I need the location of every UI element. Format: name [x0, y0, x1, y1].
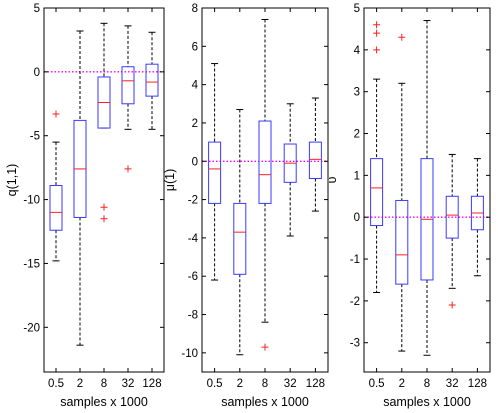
- y-tick-label: -4: [188, 233, 199, 245]
- box-8: [420, 20, 434, 356]
- y-tick-label: 3: [354, 87, 360, 99]
- x-tick-label: 128: [306, 378, 325, 390]
- y-tick-label: 5: [354, 3, 360, 15]
- iqr-box: [208, 141, 222, 204]
- x-tick-label: 32: [284, 378, 297, 390]
- y-tick-label: -1: [350, 254, 360, 266]
- iqr-box: [445, 195, 459, 239]
- outlier-marker: [398, 33, 406, 41]
- y-tick-label: 1: [354, 170, 360, 182]
- outlier-marker: [261, 343, 269, 351]
- box-2: [395, 33, 409, 352]
- y-tick-label: -8: [188, 310, 198, 322]
- y-axis-label: υ: [325, 176, 339, 183]
- x-axis-label: samples x 1000: [221, 395, 309, 409]
- y-tick-label: -3: [350, 338, 360, 350]
- x-tick-label: 32: [122, 378, 135, 390]
- y-tick-label: -15: [23, 258, 40, 270]
- y-tick-label: 0: [192, 156, 198, 168]
- iqr-box: [308, 141, 322, 180]
- y-tick-label: -10: [181, 348, 198, 360]
- x-tick-label: 2: [237, 378, 243, 390]
- y-axis-label: μ(1): [163, 169, 177, 191]
- outlier-marker: [448, 301, 456, 309]
- iqr-box: [121, 66, 135, 105]
- y-axis-label: q(1,1): [5, 164, 19, 197]
- iqr-box: [145, 63, 159, 97]
- box-128: [145, 31, 159, 130]
- x-tick-label: 8: [262, 378, 268, 390]
- panel-q11: 5 0 -5 -10 -15 -20 0.5 2 8 32 128 samples x 1000 q(1…: [5, 3, 165, 409]
- x-axis-label: samples x 1000: [383, 395, 471, 409]
- y-tick-label: -5: [30, 131, 40, 143]
- x-tick-label: 128: [468, 378, 487, 390]
- box-2: [233, 109, 247, 356]
- box-0.5: [370, 21, 384, 294]
- y-tick-label: -10: [23, 195, 40, 207]
- box-0.5: [49, 110, 63, 262]
- y-tick-label: 2: [192, 118, 198, 130]
- box-128: [470, 158, 484, 277]
- x-tick-label: 0.5: [48, 378, 64, 390]
- x-tick-label: 8: [424, 378, 430, 390]
- outlier-marker: [52, 110, 60, 118]
- box-32: [283, 103, 297, 237]
- x-tick-label: 0.5: [207, 378, 223, 390]
- iqr-box: [49, 185, 63, 231]
- outlier-marker: [373, 21, 381, 29]
- y-tick-label: -2: [188, 195, 198, 207]
- x-tick-label: 2: [77, 378, 83, 390]
- x-tick-label: 0.5: [369, 378, 385, 390]
- y-tick-label: 0: [34, 67, 40, 79]
- box-128: [308, 97, 322, 212]
- outlier-marker: [373, 29, 381, 37]
- x-tick-label: 8: [101, 378, 107, 390]
- box-2: [73, 30, 87, 346]
- x-tick-label: 128: [142, 378, 161, 390]
- iqr-box: [370, 158, 384, 227]
- box-8: [97, 22, 111, 223]
- panel-mu1: 8 6 4 2 0 -2 -4 -6 -8 -10 0.5 2 8 32 128 samples x 1000…: [163, 3, 329, 409]
- y-tick-label: -6: [188, 271, 198, 283]
- x-tick-label: 2: [399, 378, 405, 390]
- y-tick-label: -20: [23, 322, 40, 334]
- box-0.5: [208, 63, 222, 281]
- x-tick-label: 32: [446, 378, 459, 390]
- y-tick-label: 6: [192, 41, 198, 53]
- y-tick-label: 4: [192, 80, 199, 92]
- y-tick-label: 5: [34, 3, 40, 15]
- y-tick-label: 2: [354, 129, 360, 141]
- box-8: [258, 18, 272, 351]
- y-tick-label: -2: [350, 296, 360, 308]
- iqr-box: [395, 199, 409, 285]
- box-32: [445, 153, 459, 309]
- outlier-marker: [100, 215, 108, 223]
- iqr-box: [258, 120, 272, 204]
- x-axis-label: samples x 1000: [60, 395, 148, 409]
- y-tick-label: 0: [354, 212, 360, 224]
- box-32: [121, 25, 135, 173]
- iqr-box: [233, 202, 247, 275]
- y-tick-label: 4: [354, 45, 361, 57]
- outlier-marker: [100, 203, 108, 211]
- y-tick-label: 8: [192, 3, 198, 15]
- outlier-marker: [373, 46, 381, 54]
- outlier-marker: [124, 165, 132, 173]
